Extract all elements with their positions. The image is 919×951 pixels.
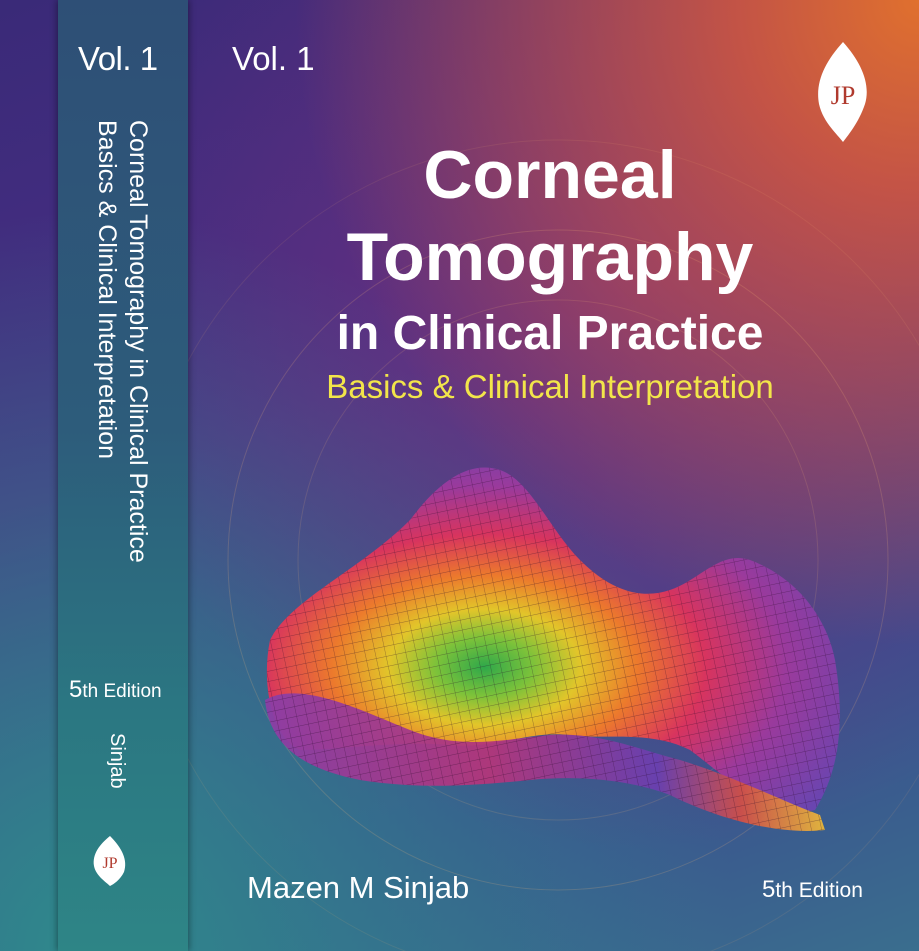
decorative-circles: [188, 139, 919, 951]
book-spine: [58, 0, 188, 951]
publisher-logo-text: JP: [831, 81, 856, 110]
cover-volume-label: Vol. 1: [232, 40, 315, 77]
spine-title-line2: Basics & Clinical Interpretation: [93, 120, 121, 460]
cover-title-line1: Corneal: [423, 137, 677, 213]
cover-title-line2: Tomography: [346, 219, 754, 295]
spine-title: Corneal Tomography in Clinical Practice …: [93, 120, 153, 640]
spine-logo-text: JP: [102, 855, 117, 872]
spine-author: Sinjab: [106, 733, 128, 789]
spine-publisher-logo: JP: [93, 836, 126, 886]
corneal-topography-mesh-illustration: [265, 467, 840, 831]
spine-edition-number: 5: [69, 676, 83, 703]
cover-edition-suffix: th Edition: [775, 879, 863, 902]
cover-author: Mazen M Sinjab: [247, 870, 470, 905]
spine-title-line1: Corneal Tomography in Clinical Practice: [124, 120, 152, 563]
publisher-logo: JP: [818, 42, 867, 142]
cover-title-line3: in Clinical Practice: [336, 307, 764, 360]
cover-edition-number: 5: [762, 876, 776, 903]
spine-edition-suffix: th Edition: [82, 681, 162, 702]
spine-volume-label: Vol. 1: [78, 40, 158, 77]
cover-edition: 5th Edition: [762, 876, 863, 904]
spine-edition: 5th Edition: [69, 676, 162, 704]
cover-subtitle: Basics & Clinical Interpretation: [326, 368, 774, 405]
